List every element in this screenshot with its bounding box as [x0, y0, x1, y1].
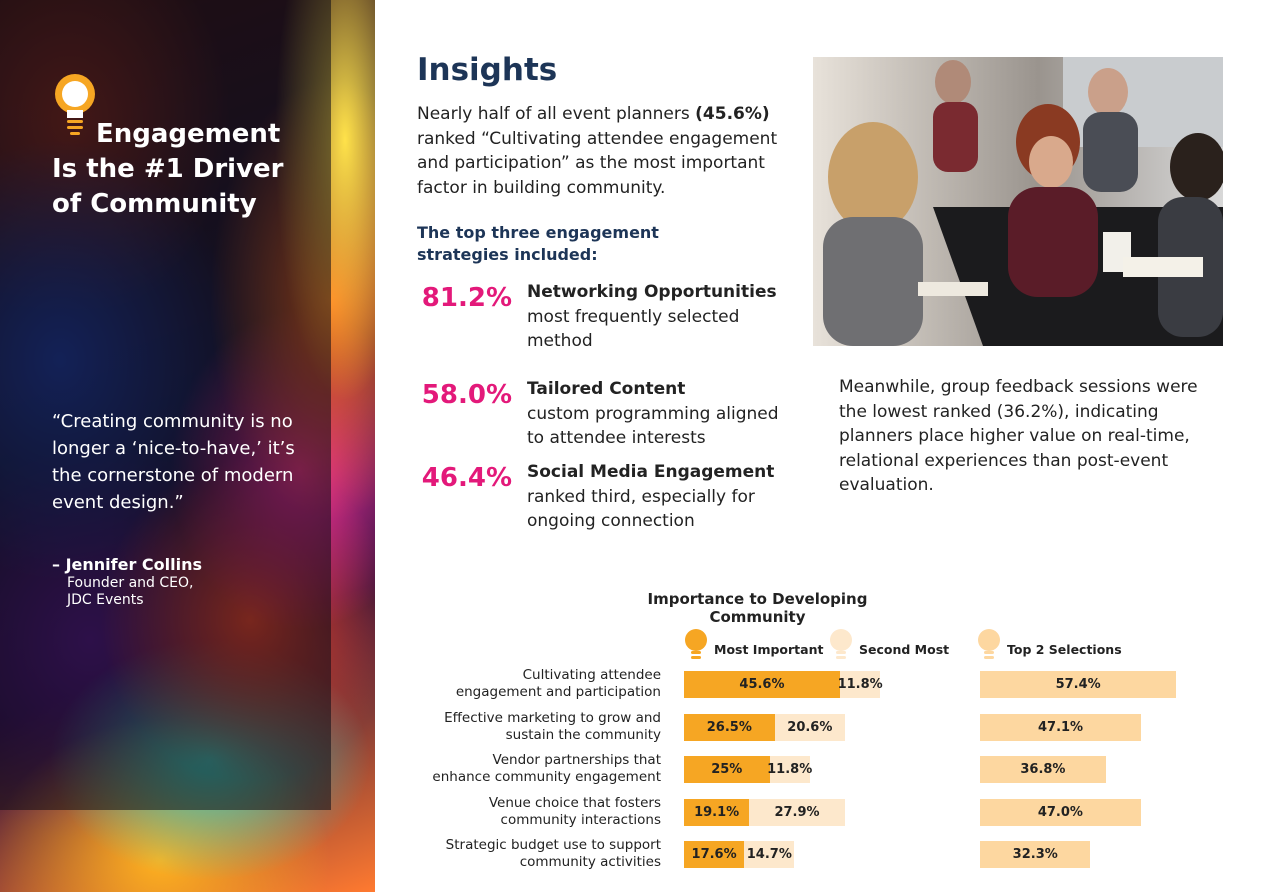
bar-value-label: 14.7% — [746, 847, 792, 862]
bar-value-label: 47.0% — [1037, 804, 1083, 820]
sidebar-heading: Engagement Is the #1 Driver of Community — [52, 117, 322, 222]
bar-value-label: 57.4% — [1055, 677, 1101, 692]
lightbulb-icon — [830, 629, 852, 659]
author-company: JDC Events — [67, 592, 144, 608]
sidebar-overlay — [0, 0, 331, 810]
lightbulb-icon — [685, 629, 707, 659]
category-label-line: sustain the community — [505, 726, 661, 743]
strategy-text: Social Media Engagement ranked third, es… — [527, 460, 797, 534]
lightbulb-icon — [978, 629, 1000, 659]
category-label-line: Venue choice that fosters — [488, 794, 661, 811]
legend-label: Most Important — [714, 642, 824, 657]
bar-value-label: 11.8% — [767, 762, 813, 777]
category-label: Venue choice that fosters community inter… — [420, 795, 661, 829]
bar-value-label: 27.9% — [774, 804, 820, 820]
bar-top2-selections: 36.8% — [980, 756, 1106, 783]
category-label: Strategic budget use to support community… — [420, 837, 661, 871]
bar-value-label: 36.8% — [1020, 762, 1066, 777]
strategies-heading: The top three engagement strategies incl… — [417, 223, 659, 264]
bar-value-label: 32.3% — [1012, 847, 1058, 862]
bar-value-label: 47.1% — [1037, 719, 1084, 735]
bar-top2-selections: 32.3% — [980, 841, 1091, 868]
strategy-title: Networking Opportunities — [527, 282, 777, 302]
category-label-line: community activities — [519, 854, 661, 870]
bar-most-important: 26.5% — [684, 713, 775, 741]
bar-most-important: 17.6% — [684, 841, 745, 868]
sidebar-heading-line: of Community — [52, 189, 257, 219]
strategy-title: Social Media Engagement — [527, 462, 775, 482]
category-label: Effective marketing to grow and sustain t… — [420, 710, 661, 744]
bar-top2-selections: 47.0% — [980, 798, 1141, 826]
strategy-description: ranked third, especially for ongoing con… — [527, 486, 755, 532]
bar-most-important: 19.1% — [684, 798, 750, 826]
meanwhile-paragraph: Meanwhile, group feedback sessions were … — [839, 377, 1198, 495]
category-label-line: community interactions — [500, 811, 661, 828]
bar-second-most: 20.6% — [774, 713, 846, 741]
category-label-line: Cultivating attendee — [522, 667, 661, 683]
bar-value-label: 26.5% — [706, 719, 752, 735]
bar-value-label: 20.6% — [787, 719, 833, 735]
pull-quote: “Creating community is no longer a ‘nice… — [52, 411, 295, 513]
strategy-description: custom programming aligned to attendee i… — [527, 403, 779, 449]
bar-second-most: 27.9% — [749, 798, 845, 826]
chart-title: Importance to Developing Community — [647, 590, 868, 626]
strategy-percent: 58.0% — [421, 380, 512, 410]
bar-second-most: 14.7% — [744, 841, 795, 868]
category-label-line: engagement and participation — [455, 684, 661, 700]
intro-text: Nearly half of all event planners — [417, 104, 696, 124]
sidebar-heading-line: Is the #1 Driver — [52, 154, 284, 184]
sidebar-heading-line: Engagement — [96, 119, 281, 149]
category-label: Cultivating attendee engagement and parti… — [420, 667, 661, 701]
category-label: Vendor partnerships that enhance communit… — [420, 752, 661, 786]
strategy-percent: 81.2% — [421, 283, 512, 313]
legend-label: Second Most — [859, 642, 950, 657]
bar-value-label: 25% — [711, 762, 743, 777]
networking-event-photo — [813, 57, 1223, 346]
category-label-line: Effective marketing to grow and — [444, 709, 661, 726]
intro-paragraph: Nearly half of all event planners (45.6%… — [417, 102, 797, 200]
strategy-percent: 46.4% — [421, 463, 512, 493]
strategy-text: Networking Opportunities most frequently… — [527, 280, 797, 354]
bar-value-label: 45.6% — [739, 677, 785, 692]
bar-second-most: 11.8% — [837, 671, 883, 698]
strategy-text: Tailored Content custom programming alig… — [527, 377, 797, 451]
category-label-line: Strategic budget use to support — [445, 837, 661, 853]
intro-text: ranked “Cultivating attendee engagement … — [417, 128, 778, 198]
bar-value-label: 11.8% — [837, 677, 883, 692]
category-label-line: enhance community engagement — [432, 769, 661, 785]
page-title: Insights — [417, 52, 558, 88]
quote-attribution: – Jennifer Collins Founder and CEO, JDC … — [52, 555, 202, 609]
intro-highlight: (45.6%) — [695, 104, 770, 124]
legend-label: Top 2 Selections — [1007, 642, 1122, 657]
bar-most-important: 45.6% — [684, 671, 840, 698]
bar-second-most: 11.8% — [767, 756, 813, 783]
author-role: Founder and CEO, — [67, 575, 194, 591]
bar-most-important: 25% — [684, 756, 770, 783]
strategy-title: Tailored Content — [527, 379, 686, 399]
category-label-line: Vendor partnerships that — [492, 752, 661, 768]
lightbulb-icon — [55, 74, 95, 135]
strategy-description: most frequently selected method — [527, 306, 740, 352]
bar-top2-selections: 57.4% — [980, 671, 1177, 698]
bar-value-label: 17.6% — [691, 847, 737, 862]
sidebar-art-panel: Engagement Is the #1 Driver of Community… — [0, 0, 375, 892]
bar-top2-selections: 47.1% — [980, 713, 1142, 741]
bar-value-label: 19.1% — [694, 804, 740, 820]
author-name: – Jennifer Collins — [52, 555, 203, 574]
